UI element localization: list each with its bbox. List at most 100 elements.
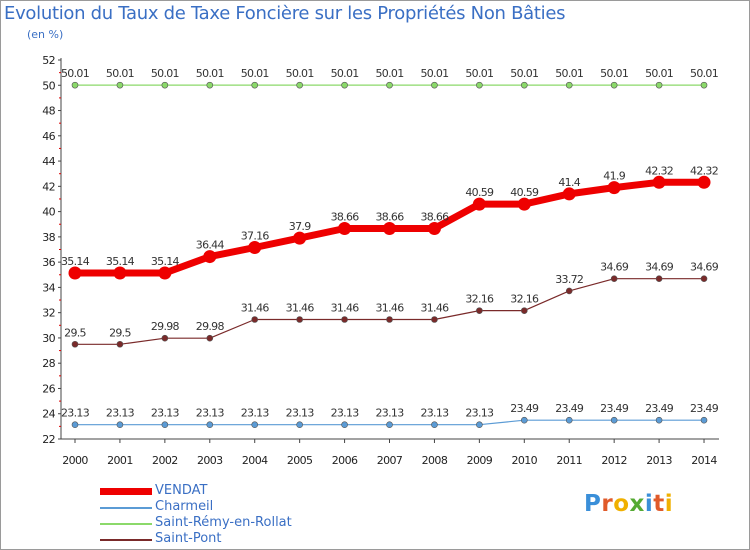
chart-title: Evolution du Taux de Taxe Foncière sur l… (4, 3, 566, 24)
x-tick-label: 2013 (646, 454, 672, 467)
data-point (68, 266, 82, 280)
data-point (431, 316, 438, 323)
data-label: 38.66 (376, 211, 405, 224)
x-tick-label: 2002 (152, 454, 178, 467)
data-point (565, 416, 573, 424)
data-label: 31.46 (420, 301, 449, 314)
data-label: 23.13 (61, 407, 90, 420)
data-label: 23.13 (106, 407, 135, 420)
data-point (116, 340, 124, 348)
data-point (697, 175, 711, 189)
data-label: 50.01 (331, 67, 359, 80)
x-tick-label: 2005 (287, 454, 313, 467)
x-tick-label: 2011 (556, 454, 582, 467)
data-point (476, 307, 483, 314)
x-tick-label: 2001 (107, 454, 133, 467)
data-label: 29.5 (109, 326, 131, 339)
data-point (71, 81, 79, 89)
y-tick-label: 30 (42, 332, 55, 345)
y-tick-label: 42 (42, 180, 55, 193)
logo-letter: i (644, 491, 654, 517)
logo-letter: x (629, 491, 645, 517)
data-label: 50.01 (106, 67, 134, 80)
data-label: 50.01 (600, 67, 628, 80)
data-label: 29.5 (64, 326, 86, 339)
y-tick-label: 52 (42, 54, 55, 67)
data-point (161, 421, 169, 429)
data-point (520, 307, 528, 314)
data-point (520, 416, 528, 424)
legend-label: Saint-Pont (155, 531, 222, 546)
data-point (158, 266, 172, 280)
y-tick-label: 40 (42, 206, 55, 219)
data-label: 50.01 (151, 67, 179, 80)
x-tick-label: 2007 (377, 454, 403, 467)
data-point (206, 81, 214, 89)
data-point (427, 222, 441, 236)
data-label: 40.59 (510, 186, 539, 199)
data-label: 32.16 (465, 293, 494, 306)
data-point (655, 81, 663, 89)
data-label: 23.49 (690, 402, 719, 415)
data-label: 50.01 (645, 67, 673, 80)
data-point (113, 266, 127, 280)
data-label: 40.59 (465, 186, 494, 199)
data-label: 23.49 (555, 402, 584, 415)
data-point (206, 421, 214, 429)
y-tick-label: 38 (42, 231, 55, 244)
data-point (386, 421, 393, 429)
data-label: 41.4 (558, 176, 580, 189)
data-label: 38.66 (420, 211, 449, 224)
logo-letter: P (584, 491, 602, 517)
legend-label: VENDAT (155, 483, 208, 498)
y-tick-label: 26 (42, 382, 55, 395)
data-label: 23.13 (241, 407, 270, 420)
data-point (296, 421, 303, 429)
data-label: 23.13 (196, 407, 225, 420)
data-label: 42.32 (645, 164, 673, 177)
data-point (251, 316, 259, 323)
data-point (476, 81, 483, 89)
data-labels: 35.14 35.14 35.14 36.44 37.16 37.9 38.66 38.66 3… (61, 67, 719, 420)
data-point (700, 416, 708, 424)
y-tick-label: 46 (42, 130, 55, 143)
y-tick-label: 48 (42, 105, 55, 118)
data-label: 34.69 (600, 261, 629, 274)
data-label: 23.13 (286, 407, 315, 420)
y-tick-label: 34 (42, 281, 55, 294)
data-label: 29.98 (151, 320, 180, 333)
data-point (431, 421, 438, 429)
data-label: 23.49 (600, 402, 629, 415)
series-points (68, 81, 711, 429)
data-point (203, 250, 217, 264)
data-label: 42.32 (690, 164, 718, 177)
axes: 22 24 26 28 30 32 34 36 38 40 42 44 46 48 50 52 2000 2001… (42, 54, 719, 467)
data-label: 23.13 (151, 407, 180, 420)
data-point (161, 334, 169, 342)
y-tick-label: 50 (42, 79, 55, 92)
data-label: 38.66 (331, 211, 360, 224)
legend-swatch-vendat (100, 488, 152, 495)
data-point (610, 81, 618, 89)
y-tick-label: 22 (42, 433, 55, 446)
data-label: 50.01 (286, 67, 314, 80)
legend-swatch-charmeil (100, 507, 152, 509)
data-point (700, 81, 708, 89)
data-point (520, 81, 528, 89)
data-label: 29.98 (196, 320, 225, 333)
x-tick-label: 2006 (332, 454, 358, 467)
x-tick-label: 2000 (62, 454, 88, 467)
x-tick-label: 2003 (197, 454, 223, 467)
y-tick-label: 44 (42, 155, 55, 168)
data-point (565, 287, 573, 295)
logo-letter: o (613, 491, 630, 517)
x-tick-label: 2004 (242, 454, 268, 467)
data-label: 34.69 (645, 261, 674, 274)
data-label: 37.9 (289, 220, 311, 233)
data-point (71, 421, 79, 429)
data-label: 50.01 (196, 67, 224, 80)
logo-letter: r (601, 491, 614, 517)
data-point (610, 275, 618, 282)
data-label: 35.14 (151, 255, 180, 268)
data-label: 50.01 (465, 67, 493, 80)
